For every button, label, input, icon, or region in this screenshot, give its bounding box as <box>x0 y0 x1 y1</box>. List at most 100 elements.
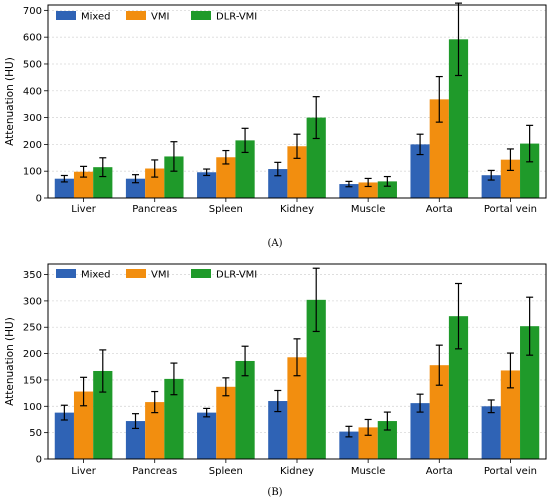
x-tick-label-portal-vein: Portal vein <box>484 466 537 477</box>
error-bar-vmi-portal-vein <box>506 352 514 389</box>
bar-vmi-liver <box>73 391 94 459</box>
error-bar-mixed-portal-vein <box>487 399 495 414</box>
legend-swatch-mixed <box>56 11 76 20</box>
legend-item-dlr-vmi: DLR-VMI <box>191 269 257 281</box>
bar-mixed-liver <box>54 412 74 459</box>
legend: Mixed VMI DLR-VMI <box>56 269 257 281</box>
legend-label-dlr-vmi: DLR-VMI <box>216 270 257 281</box>
bar-mixed-muscle <box>339 431 359 459</box>
panel-label-b: (B) <box>267 487 283 498</box>
error-bar-mixed-aorta <box>416 133 424 156</box>
bar-mixed-pancreas <box>125 421 146 459</box>
bar-dlr-vmi-spleen <box>235 140 255 198</box>
y-tick-label-300: 300 <box>23 113 42 124</box>
error-bar-vmi-pancreas <box>151 390 159 414</box>
bar-vmi-kidney <box>287 146 307 198</box>
bar-vmi-muscle <box>358 182 378 198</box>
plot-frame <box>47 4 547 199</box>
x-tick-label-muscle: Muscle <box>351 466 386 477</box>
bar-group-spleen <box>197 127 255 198</box>
bar-mixed-spleen <box>197 412 217 459</box>
bar-vmi-pancreas <box>145 402 165 459</box>
bar-vmi-aorta <box>429 365 449 459</box>
error-bar-vmi-muscle <box>364 418 372 436</box>
legend-swatch-dlr-vmi <box>191 269 211 278</box>
bar-dlr-vmi-spleen <box>235 360 255 459</box>
y-tick-label-200: 200 <box>23 140 42 151</box>
error-bar-mixed-aorta <box>416 393 424 413</box>
bar-dlr-vmi-liver <box>93 167 113 198</box>
error-bar-vmi-spleen <box>222 377 230 397</box>
error-bar-dlr-vmi-kidney <box>312 267 320 333</box>
bar-vmi-kidney <box>287 357 307 459</box>
error-bar-vmi-kidney <box>293 338 301 377</box>
y-tick-label-100: 100 <box>23 402 42 413</box>
bar-vmi-spleen <box>216 386 236 459</box>
legend-swatch-dlr-vmi <box>191 11 211 20</box>
x-tick-label-kidney: Kidney <box>280 204 314 215</box>
y-tick-label-0: 0 <box>36 194 42 205</box>
error-bar-vmi-spleen <box>222 149 230 165</box>
legend-label-vmi: VMI <box>151 12 169 23</box>
bar-group-spleen <box>197 345 255 459</box>
legend-swatch-mixed <box>56 269 76 278</box>
bar-dlr-vmi-kidney <box>306 117 326 198</box>
bar-dlr-vmi-liver <box>93 370 113 459</box>
bar-vmi-portal-vein <box>500 159 521 198</box>
error-bar-vmi-muscle <box>364 177 372 188</box>
bar-mixed-muscle <box>339 184 359 198</box>
y-tick-label-50: 50 <box>29 428 42 439</box>
error-bar-dlr-vmi-aorta <box>454 2 462 77</box>
y-tick-label-100: 100 <box>23 167 42 178</box>
error-bar-vmi-aorta <box>435 75 443 123</box>
bar-dlr-vmi-pancreas <box>164 156 184 198</box>
bar-group-aorta <box>410 282 469 459</box>
bar-mixed-spleen <box>197 172 217 198</box>
bar-mixed-pancreas <box>125 178 146 198</box>
legend: Mixed VMI DLR-VMI <box>56 11 257 23</box>
bar-dlr-vmi-pancreas <box>164 378 184 459</box>
bar-group-aorta <box>410 2 469 198</box>
error-bar-mixed-kidney <box>274 389 282 413</box>
x-tick-label-spleen: Spleen <box>209 466 243 477</box>
bar-mixed-kidney <box>268 401 288 459</box>
legend-swatch-vmi <box>126 269 146 278</box>
error-bar-dlr-vmi-pancreas <box>170 362 178 396</box>
bar-dlr-vmi-aorta <box>448 39 469 198</box>
error-bar-dlr-vmi-kidney <box>312 96 320 140</box>
error-bar-vmi-liver <box>80 376 88 407</box>
bar-vmi-aorta <box>429 99 449 198</box>
bar-group-portal-vein <box>481 124 540 198</box>
y-tick-label-0: 0 <box>36 455 42 466</box>
y-axis-label: Attenuation (HU) <box>4 317 16 406</box>
bar-mixed-portal-vein <box>481 175 501 198</box>
bar-vmi-liver <box>73 171 94 198</box>
plot-frame <box>47 263 547 460</box>
x-tick-label-liver: Liver <box>71 204 96 215</box>
error-bar-dlr-vmi-portal-vein <box>526 124 534 163</box>
bar-dlr-vmi-portal-vein <box>520 326 540 459</box>
error-bar-vmi-pancreas <box>151 159 159 178</box>
legend-swatch-vmi <box>126 11 146 20</box>
error-bar-mixed-spleen <box>203 168 211 177</box>
bar-dlr-vmi-muscle <box>377 181 397 198</box>
bar-group-muscle <box>339 411 397 459</box>
error-bar-dlr-vmi-muscle <box>383 411 391 431</box>
error-bar-dlr-vmi-muscle <box>383 175 391 187</box>
bar-group-pancreas <box>125 362 184 459</box>
bar-mixed-aorta <box>410 403 430 459</box>
x-tick-label-liver: Liver <box>71 466 96 477</box>
error-bar-dlr-vmi-spleen <box>241 127 249 154</box>
error-bar-mixed-muscle <box>345 180 353 188</box>
chart-panel-b: 0 50 100 150 200 250 300 350 Liver Pancreas Spleen… <box>4 263 547 477</box>
bar-group-liver <box>54 349 113 459</box>
bar-group-liver <box>54 157 113 198</box>
y-tick-label-600: 600 <box>23 33 42 44</box>
legend-item-dlr-vmi: DLR-VMI <box>191 11 257 23</box>
error-bar-vmi-kidney <box>293 133 301 159</box>
error-bar-dlr-vmi-aorta <box>454 282 462 350</box>
x-tick-label-kidney: Kidney <box>280 466 314 477</box>
y-tick-label-250: 250 <box>23 323 42 334</box>
